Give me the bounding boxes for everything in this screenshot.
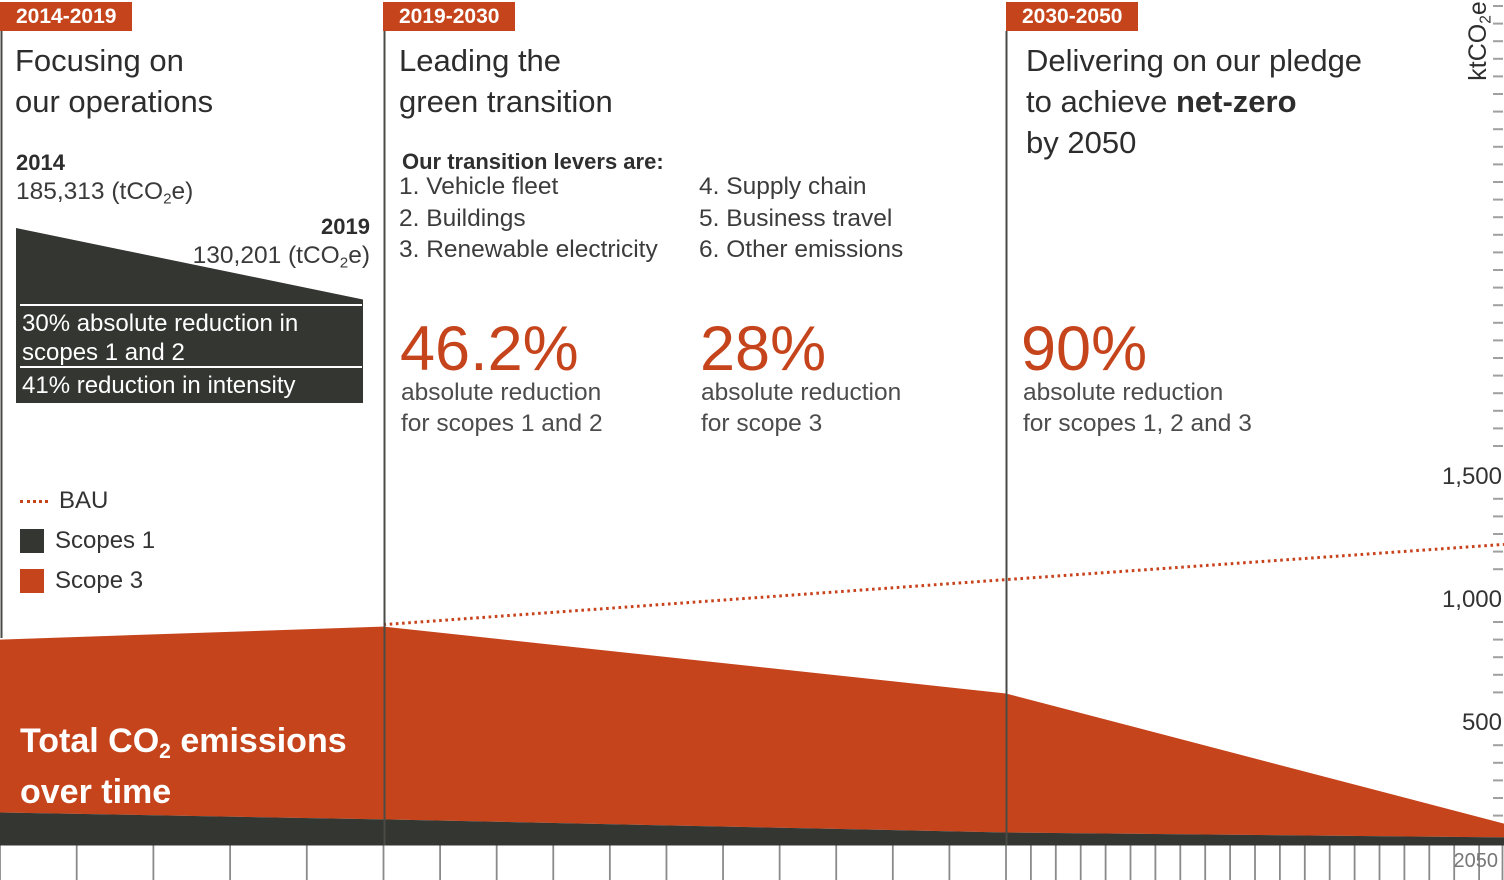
- co2-subscript: 2: [163, 190, 172, 208]
- wedge-stat-scopes12: 30% absolute reduction in scopes 1 and 2: [22, 310, 299, 366]
- y-axis-tick-1500: 1,500: [1441, 462, 1502, 490]
- legend-item-scope3: Scope 3: [20, 567, 144, 594]
- panel3-title: Delivering on our pledge to achieve net-z…: [1026, 40, 1456, 163]
- lever-item: 2. Buildings: [399, 204, 526, 232]
- start-year-block: 2014 185,313 (tCO2e): [16, 149, 193, 214]
- stat-netzero-percent: 90%: [1021, 314, 1148, 384]
- stat-netzero-caption: absolute reduction for scopes 1, 2 and 3: [1023, 379, 1252, 437]
- legend-label-scopes1: Scopes 1: [55, 527, 156, 554]
- y-axis-tick-1000: 1,000: [1441, 585, 1502, 613]
- co2-subscript: 2: [1477, 15, 1495, 24]
- stat-scope3-percent: 28%: [700, 314, 827, 384]
- end-year-block: 2019 130,201 (tCO2e): [120, 213, 370, 278]
- reduction-wedge: [16, 228, 363, 403]
- stat-scopes12-percent: 46.2%: [400, 314, 579, 384]
- panel2-title: Leading the green transition: [399, 43, 613, 119]
- panel3-title-line3: by 2050: [1026, 125, 1137, 160]
- unit-text: ktCO: [1464, 23, 1492, 81]
- start-year: 2014: [16, 150, 65, 175]
- stat-scope3-caption: absolute reduction for scope 3: [701, 379, 902, 437]
- period-badge-2014-2019: 2014-2019: [0, 2, 133, 31]
- levers-list-col1: 1. Vehicle fleet 2. Buildings 3. Renewab…: [399, 171, 658, 266]
- end-year: 2019: [321, 214, 370, 239]
- panel3-title-line2: to achieve: [1026, 84, 1176, 119]
- end-value-unit: e): [348, 242, 370, 269]
- chart-title-text: Total CO: [20, 722, 160, 760]
- chart-title-line2: over time: [20, 772, 172, 811]
- scope3-square-swatch: [20, 569, 44, 593]
- legend-label-scope3: Scope 3: [55, 567, 144, 594]
- period-badge-2019-2030: 2019-2030: [383, 2, 516, 31]
- overlay-layer: [0, 31, 1008, 846]
- stat-scopes12-caption: absolute reduction for scopes 1 and 2: [401, 379, 603, 437]
- co2-subscript: 2: [159, 739, 171, 763]
- start-value-text: 185,313 (tCO: [16, 178, 164, 205]
- panel3-title-line1: Delivering on our pledge: [1026, 43, 1363, 78]
- lever-item: 5. Business travel: [699, 204, 893, 232]
- levers-heading: Our transition levers are:: [402, 149, 664, 174]
- wedge-stat-intensity: 41% reduction in intensity: [22, 372, 296, 399]
- panel1-title: Focusing on our operations: [15, 43, 214, 119]
- y-axis-tick-500: 500: [1461, 708, 1502, 736]
- lever-item: 1. Vehicle fleet: [399, 173, 559, 200]
- lever-item: 3. Renewable electricity: [399, 236, 658, 263]
- lever-item: 4. Supply chain: [699, 173, 867, 200]
- legend-item-scopes1: Scopes 1: [20, 527, 156, 554]
- bau-dotted-line: [383, 542, 1504, 627]
- levers-list-col2: 4. Supply chain 5. Business travel 6. Ot…: [699, 171, 903, 266]
- x-axis-end-label: 2050: [1453, 850, 1499, 872]
- scopes1-square-swatch: [20, 529, 44, 553]
- bau-dotted-line-swatch: [20, 499, 48, 503]
- y-axis-unit-label: ktCO2e: [1464, 0, 1495, 86]
- lever-item: 6. Other emissions: [699, 236, 904, 263]
- start-value: 185,313 (tCO2e): [16, 177, 193, 214]
- period-badge-2030-2050: 2030-2050: [1006, 2, 1139, 31]
- chart-layer: [0, 5, 1504, 880]
- chart-title-text: emissions: [170, 722, 347, 760]
- co2-subscript: 2: [339, 254, 349, 272]
- legend-label-bau: BAU: [59, 487, 109, 514]
- legend-item-bau: BAU: [20, 487, 109, 514]
- end-value: 130,201 (tCO2e): [120, 241, 370, 278]
- chart-title: Total CO2 emissions over time: [20, 721, 347, 813]
- start-value-unit: e): [171, 178, 194, 205]
- scopes1-area: [0, 812, 1504, 846]
- unit-text: e: [1464, 1, 1492, 16]
- net-zero-emphasis: net-zero: [1175, 84, 1297, 119]
- scope3-area: [0, 626, 1504, 838]
- end-value-text: 130,201 (tCO: [192, 242, 340, 269]
